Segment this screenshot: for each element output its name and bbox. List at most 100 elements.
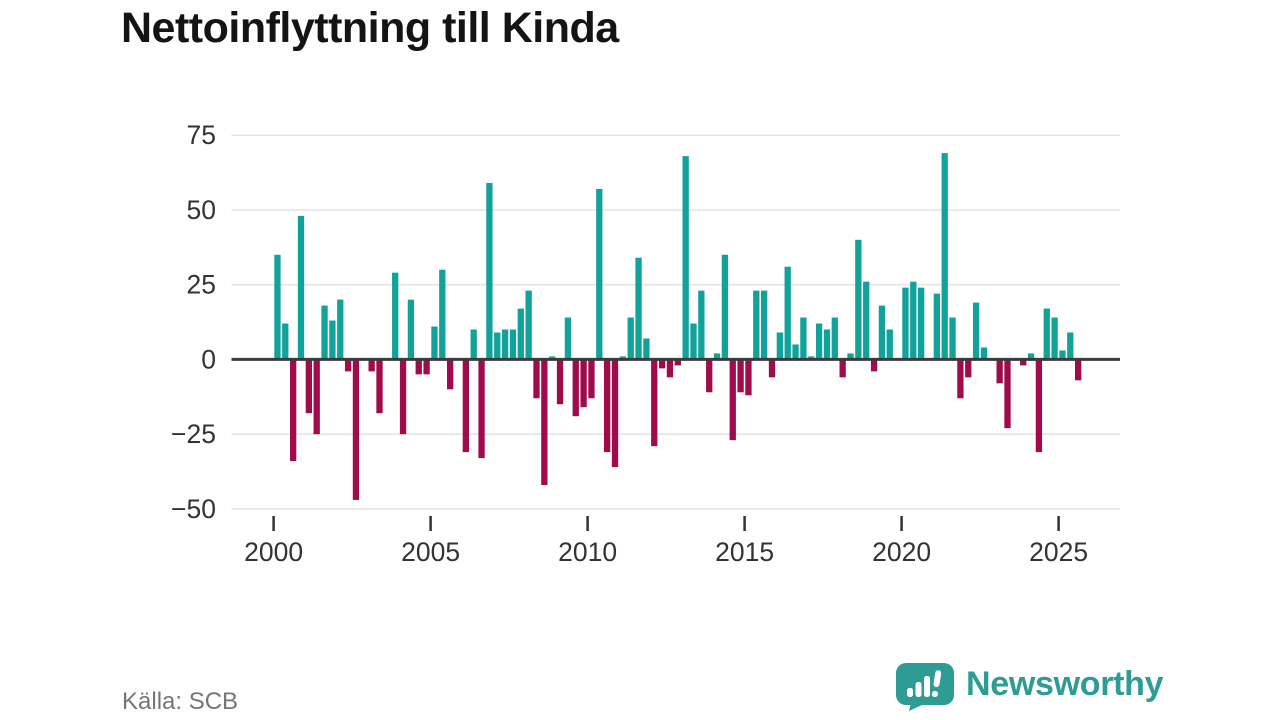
bar-negative	[658, 359, 666, 369]
bar-positive	[941, 153, 948, 360]
bar-positive	[910, 281, 917, 360]
bar-positive	[753, 290, 760, 360]
x-axis-tick-label: 2005	[401, 537, 460, 567]
y-axis-tick-label: 75	[187, 120, 216, 150]
bar-negative	[305, 359, 312, 414]
bar-positive	[980, 347, 988, 360]
bar-positive	[761, 290, 768, 360]
bar-negative	[706, 359, 713, 393]
bar-positive	[643, 338, 650, 360]
bar-positive	[274, 254, 281, 360]
bar-negative	[666, 359, 674, 378]
bar-negative	[839, 359, 846, 378]
bar-positive	[1043, 308, 1050, 360]
bar-positive	[337, 299, 344, 360]
bar-negative	[745, 359, 752, 396]
bar-positive	[470, 329, 477, 360]
y-axis-tick-label: −25	[171, 419, 216, 449]
y-axis-tick-label: 50	[187, 195, 216, 225]
bar-positive	[823, 329, 831, 360]
bar-negative	[965, 359, 972, 378]
bar-positive	[800, 317, 807, 360]
bar-positive	[501, 329, 509, 360]
logo-exclamation	[931, 670, 942, 698]
bar-positive	[784, 266, 791, 360]
bar-positive	[698, 290, 705, 360]
bar-positive	[863, 281, 870, 360]
bar-positive	[792, 344, 799, 360]
newsworthy-logo-text: Newsworthy	[966, 665, 1164, 703]
bar-positive	[407, 299, 415, 360]
bar-positive	[690, 323, 697, 360]
bar-negative	[478, 359, 485, 459]
bar-negative	[651, 359, 658, 447]
bar-positive	[918, 287, 925, 360]
x-axis-tick-label: 2000	[244, 537, 303, 567]
bar-positive	[439, 269, 446, 360]
bar-positive	[1051, 317, 1058, 360]
x-axis-tick-label: 2025	[1029, 537, 1088, 567]
y-axis-tick-label: −50	[171, 494, 216, 524]
bar-negative	[768, 359, 776, 378]
y-axis-tick-label: 0	[201, 344, 216, 374]
bar-negative	[533, 359, 540, 399]
bar-positive	[596, 188, 603, 360]
bar-positive	[972, 302, 980, 360]
bar-positive	[431, 326, 438, 360]
bar-positive	[776, 332, 783, 360]
bar-negative	[737, 359, 744, 393]
bar-positive	[627, 317, 634, 360]
bar-negative	[604, 359, 611, 453]
bar-positive	[329, 320, 336, 360]
bar-negative	[957, 359, 964, 399]
bar-negative	[572, 359, 579, 417]
bar-positive	[635, 257, 642, 360]
bar-negative	[368, 359, 375, 372]
bar-positive	[682, 156, 689, 360]
bar-negative	[399, 359, 407, 435]
bar-negative	[462, 359, 469, 453]
bar-negative	[344, 359, 352, 372]
bar-positive	[815, 323, 823, 360]
newsworthy-logo: Newsworthy	[896, 662, 1164, 712]
bar-positive	[886, 329, 893, 360]
chart-title: Nettoinflyttning till Kinda	[121, 4, 619, 52]
bar-positive	[847, 353, 854, 360]
bar-negative	[870, 359, 878, 372]
x-axis-tick-label: 2010	[558, 537, 617, 567]
bar-positive	[721, 254, 729, 360]
bar-negative	[415, 359, 422, 375]
x-axis-tick-label: 2015	[715, 537, 774, 567]
bar-positive	[933, 293, 940, 360]
bar-negative	[1004, 359, 1011, 429]
bar-negative	[556, 359, 564, 405]
logo-bar-medium	[915, 682, 922, 697]
bar-positive	[525, 290, 532, 360]
bar-negative	[588, 359, 595, 399]
bar-positive	[831, 317, 838, 360]
bar-negative	[674, 359, 681, 366]
bar-positive	[564, 317, 572, 360]
bar-negative	[376, 359, 383, 414]
x-axis-tick-label: 2020	[872, 537, 931, 567]
bar-negative	[1020, 359, 1027, 366]
bar-positive	[297, 215, 305, 360]
bar-positive	[321, 305, 328, 360]
bar-negative	[580, 359, 587, 408]
bar-negative	[996, 359, 1003, 384]
y-axis-tick-label: 25	[187, 270, 216, 300]
bar-positive	[1059, 350, 1066, 360]
bar-negative	[423, 359, 430, 375]
bar-positive	[517, 308, 524, 360]
bar-negative	[541, 359, 548, 485]
bar-positive	[1027, 353, 1035, 360]
bar-negative	[729, 359, 736, 441]
source-label: Källa: SCB	[122, 688, 239, 715]
bar-negative	[447, 359, 454, 390]
bar-positive	[713, 353, 721, 360]
bar-positive	[878, 305, 886, 360]
bar-positive	[1067, 332, 1074, 360]
bar-positive	[509, 329, 517, 360]
